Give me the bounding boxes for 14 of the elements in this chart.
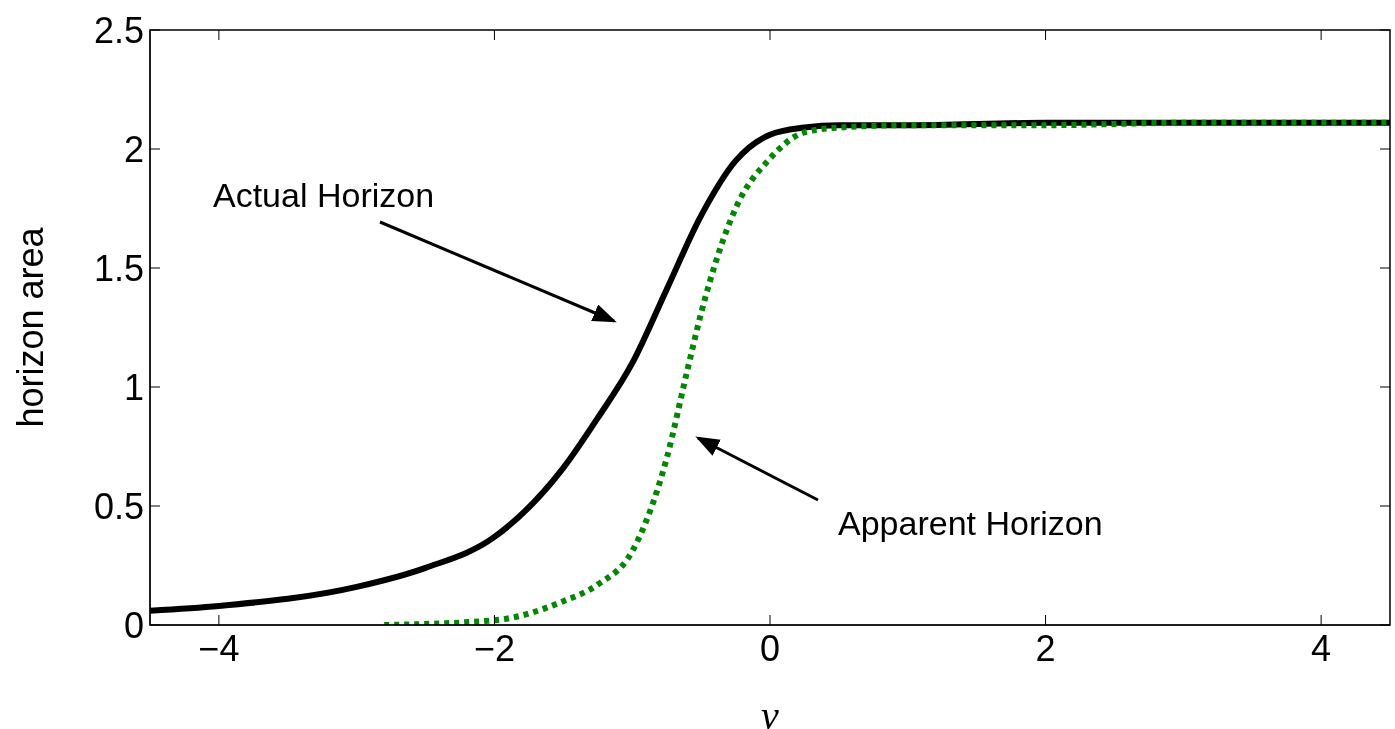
- y-tick-label: 1: [123, 366, 144, 408]
- y-tick-label: 1.5: [93, 247, 144, 289]
- x-tick-label: −4: [198, 627, 240, 669]
- y-tick-label: 2: [123, 128, 144, 170]
- y-tick-label: 2.5: [93, 9, 144, 51]
- x-axis-title: v: [761, 693, 780, 729]
- x-tick-label: 2: [1035, 627, 1056, 669]
- annotation: Apparent Horizon: [838, 504, 1103, 542]
- x-tick-label: 0: [759, 627, 781, 669]
- annotation: Actual Horizon: [213, 176, 435, 214]
- y-axis-title: horizon area: [9, 226, 51, 428]
- y-tick-label: 0.5: [93, 485, 144, 527]
- x-tick-label: 4: [1311, 627, 1332, 669]
- x-tick-label: −2: [473, 627, 515, 669]
